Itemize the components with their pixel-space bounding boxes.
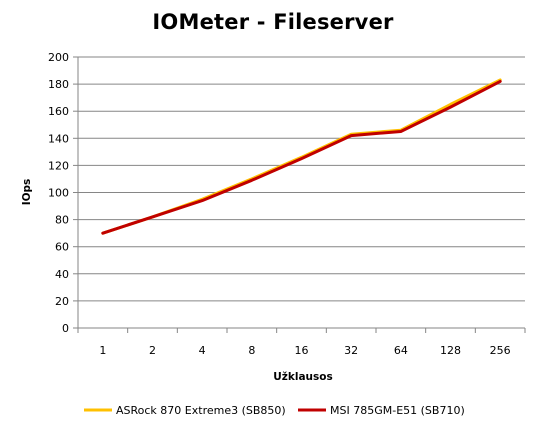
y-tick-label: 180 <box>48 78 69 91</box>
chart-title: IOMeter - Fileserver <box>152 10 394 34</box>
y-axis-tick-labels: 0 20 40 60 80 100 120 140 160 180 200 <box>48 51 69 335</box>
series-line-2 <box>101 79 502 235</box>
axes <box>73 56 526 333</box>
y-tick-label: 20 <box>55 295 69 308</box>
x-tick-label: 4 <box>199 344 206 357</box>
x-tick-label: 32 <box>344 344 358 357</box>
y-tick-label: 0 <box>62 322 69 335</box>
y-tick-label: 80 <box>55 214 69 227</box>
y-tick-label: 40 <box>55 268 69 281</box>
y-axis-title: IOps <box>21 179 33 206</box>
x-tick-label: 128 <box>440 344 461 357</box>
legend-label: MSI 785GM-E51 (SB710) <box>330 404 465 417</box>
y-tick-label: 160 <box>48 105 69 118</box>
y-tick-label: 140 <box>48 132 69 145</box>
x-tick-label: 1 <box>99 344 106 357</box>
legend: ASRock 870 Extreme3 (SB850) MSI 785GM-E51… <box>84 404 465 417</box>
y-tick-label: 100 <box>48 187 69 200</box>
x-axis-tick-labels: 1 2 4 8 16 32 64 128 256 <box>99 344 510 357</box>
x-axis-title: Užklausos <box>273 371 333 383</box>
x-tick-label: 8 <box>248 344 255 357</box>
x-tick-label: 16 <box>295 344 309 357</box>
series-lines <box>101 78 502 235</box>
legend-label: ASRock 870 Extreme3 (SB850) <box>116 404 286 417</box>
x-tick-label: 64 <box>394 344 408 357</box>
gridlines <box>78 56 525 302</box>
series-line-1 <box>101 78 502 235</box>
y-tick-label: 120 <box>48 159 69 172</box>
x-tick-label: 2 <box>149 344 156 357</box>
x-tick-label: 256 <box>490 344 511 357</box>
y-tick-label: 60 <box>55 241 69 254</box>
y-tick-label: 200 <box>48 51 69 64</box>
